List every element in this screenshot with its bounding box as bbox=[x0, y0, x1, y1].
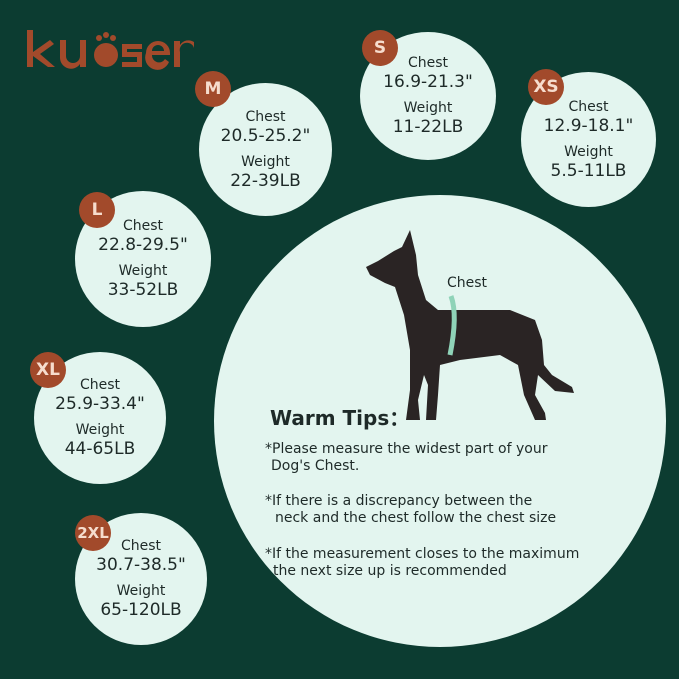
measuring-tape bbox=[447, 295, 457, 356]
weight-value: 5.5-11LB bbox=[550, 160, 627, 181]
size-badge-xl: XL bbox=[30, 352, 66, 388]
weight-label: Weight bbox=[403, 100, 453, 116]
size-badge-m: M bbox=[195, 71, 231, 107]
chest-label: Chest bbox=[122, 218, 164, 234]
size-circle-xl: Chest 25.9-33.4" Weight 44-65LB bbox=[34, 352, 166, 484]
tip-line: neck and the chest follow the chest size bbox=[275, 510, 557, 526]
dog-silhouette-icon bbox=[366, 230, 574, 420]
tip-line: *If there is a discrepancy between the bbox=[265, 493, 533, 509]
weight-value: 44-65LB bbox=[64, 439, 136, 459]
weight-value: 22-39LB bbox=[230, 170, 301, 191]
size-circle-m: Chest 20.5-25.2" Weight 22-39LB bbox=[199, 83, 332, 216]
size-badge-l: L bbox=[79, 192, 115, 228]
size-badge-2xl: 2XL bbox=[75, 515, 111, 551]
diagram-chest-label: Chest bbox=[447, 275, 488, 291]
tip-line: *Please measure the widest part of your bbox=[265, 441, 548, 457]
tip-line: *If the measurement closes to the maximu… bbox=[265, 546, 580, 562]
weight-label: Weight bbox=[116, 583, 166, 599]
size-circle-xs: Chest 12.9-18.1" Weight 5.5-11LB bbox=[521, 72, 656, 207]
weight-label: Weight bbox=[118, 263, 168, 279]
kuoser-logo bbox=[27, 30, 194, 70]
tip-1: *Please measure the widest part of your … bbox=[265, 441, 547, 475]
chest-value: 22.8-29.5" bbox=[98, 235, 188, 255]
tips-circle bbox=[214, 195, 666, 647]
weight-value: 65-120LB bbox=[100, 600, 182, 620]
tip-line: the next size up is recommended bbox=[273, 563, 507, 579]
chest-value: 25.9-33.4" bbox=[55, 394, 145, 414]
tips-title: Warm Tips： bbox=[270, 406, 410, 430]
chest-label: Chest bbox=[245, 108, 286, 125]
chest-value: 12.9-18.1" bbox=[543, 115, 634, 136]
tip-2: *If there is a discrepancy between the n… bbox=[265, 493, 556, 527]
chest-label: Chest bbox=[79, 377, 121, 393]
chest-label: Chest bbox=[120, 538, 162, 554]
weight-label: Weight bbox=[564, 143, 613, 160]
size-badge-xs: XS bbox=[528, 69, 564, 105]
weight-value: 11-22LB bbox=[392, 117, 464, 137]
tip-line: Dog's Chest. bbox=[271, 458, 360, 474]
chest-value: 16.9-21.3" bbox=[383, 72, 473, 92]
chest-value: 20.5-25.2" bbox=[220, 125, 311, 146]
weight-label: Weight bbox=[241, 153, 290, 170]
chest-value: 30.7-38.5" bbox=[96, 555, 186, 575]
weight-value: 33-52LB bbox=[107, 280, 179, 300]
chest-label: Chest bbox=[407, 55, 449, 71]
chest-label: Chest bbox=[568, 98, 609, 115]
tip-3: *If the measurement closes to the maximu… bbox=[265, 546, 579, 580]
size-badge-s: S bbox=[362, 30, 398, 66]
weight-label: Weight bbox=[75, 422, 125, 438]
